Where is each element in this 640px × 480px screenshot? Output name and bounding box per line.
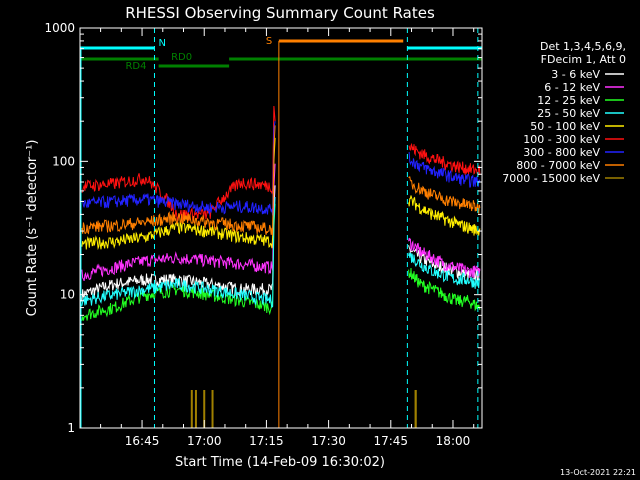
x-axis-label: Start Time (14-Feb-09 16:30:02) <box>175 455 385 470</box>
series-line-pre-1 <box>81 163 276 282</box>
dashed-boundaries <box>80 28 479 428</box>
x-tick-label: 17:00 <box>187 434 222 448</box>
observing-flags: N S RD0 RD4 <box>79 36 482 428</box>
series-line-pre-2 <box>81 203 276 321</box>
x-tick-label: 18:00 <box>436 434 471 448</box>
legend-entry-label: 50 - 100 keV <box>530 120 600 133</box>
plot-frame <box>79 27 483 429</box>
series-layer <box>81 105 481 428</box>
x-tick-label: 17:30 <box>311 434 346 448</box>
y-tick-label: 10 <box>60 288 75 302</box>
legend-entry-label: 100 - 300 keV <box>523 133 600 146</box>
y-axis: 1 10 100 1000 <box>44 21 482 435</box>
series-line-pre-7 <box>81 125 276 236</box>
y-tick-label: 1000 <box>44 21 75 35</box>
rd4-flag-label: RD4 <box>125 61 146 72</box>
legend: Det 1,3,4,5,6,9,FDecim 1, Att 0 3 - 6 keV… <box>502 40 626 185</box>
legend-entry-label: 12 - 25 keV <box>537 94 600 107</box>
series-line-pre-4 <box>81 137 276 251</box>
series-line-post-3 <box>408 252 481 289</box>
series-line-post-2 <box>408 267 481 312</box>
rd0-flag-label: RD0 <box>171 52 192 63</box>
legend-entry-label: 300 - 800 keV <box>523 146 600 159</box>
x-axis: 16:45 17:00 17:15 17:30 17:45 18:00 <box>100 28 475 448</box>
y-tick-label: 1 <box>67 421 75 435</box>
series-line-pre-3 <box>81 196 276 308</box>
series-line-post-4 <box>408 195 481 236</box>
legend-entry-label: 25 - 50 keV <box>537 107 600 120</box>
legend-entry-label: 3 - 6 keV <box>551 68 600 81</box>
x-tick-label: 16:45 <box>125 434 160 448</box>
legend-header-line: Det 1,3,4,5,6,9, <box>540 40 626 53</box>
timestamp: 13-Oct-2021 22:21 <box>560 468 636 477</box>
y-tick-label: 100 <box>52 154 75 168</box>
legend-header-line: FDecim 1, Att 0 <box>541 53 626 66</box>
y-axis-label: Count Rate (s⁻¹ detector⁻¹) <box>25 140 40 317</box>
x-tick-label: 17:45 <box>373 434 408 448</box>
legend-entry-label: 6 - 12 keV <box>544 81 600 94</box>
legend-entry-label: 7000 - 15000 keV <box>502 172 600 185</box>
series-line-post-5 <box>408 142 481 177</box>
chart-title: RHESSI Observing Summary Count Rates <box>125 4 435 22</box>
legend-entry-label: 800 - 7000 keV <box>516 159 600 172</box>
series-line-post-6 <box>408 151 481 188</box>
saa-flag-label: S <box>266 36 272 47</box>
series-line-post-7 <box>408 176 481 214</box>
series-line-post-1 <box>408 237 481 278</box>
night-flag-label: N <box>158 38 165 49</box>
x-tick-label: 17:15 <box>249 434 284 448</box>
series-line-pre-6 <box>81 121 276 216</box>
